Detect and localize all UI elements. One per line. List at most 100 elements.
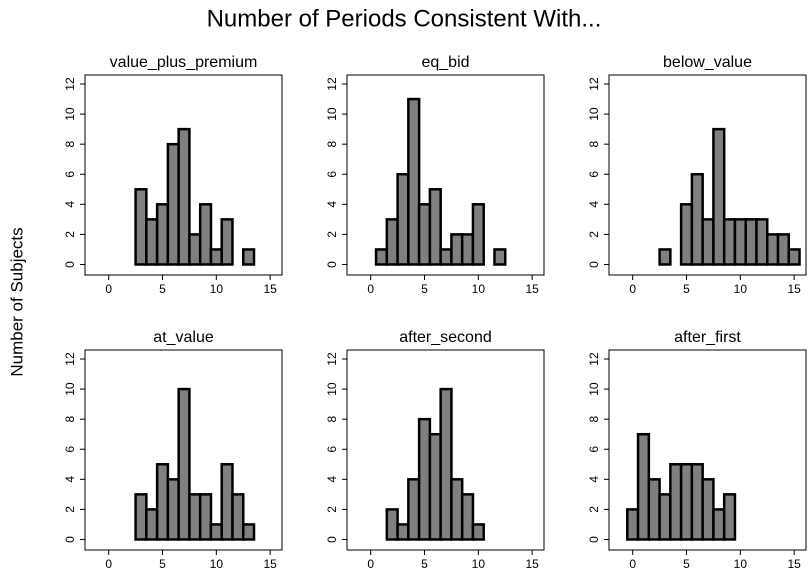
bar: [220, 218, 234, 266]
panel-title: value_plus_premium: [110, 54, 258, 71]
x-tick-label: 5: [159, 557, 166, 571]
panel-title: after_first: [674, 329, 741, 346]
y-tick-label: 12: [63, 352, 77, 366]
bar: [241, 248, 256, 266]
y-tick-label: 4: [325, 476, 339, 483]
bar: [493, 248, 507, 266]
x-tick-label: 0: [105, 557, 112, 571]
bar: [188, 493, 202, 541]
y-tick-label: 6: [325, 446, 339, 453]
y-tick-label: 6: [63, 446, 77, 453]
plot-frame: [608, 74, 807, 276]
bar: [669, 463, 683, 541]
y-tick-label: 8: [325, 416, 339, 423]
y-tick-label: 8: [63, 141, 77, 148]
bar: [188, 233, 202, 266]
x-tick-label: 15: [525, 282, 539, 296]
bar: [722, 493, 737, 541]
x-tick-label: 5: [421, 282, 428, 296]
y-tick-label: 10: [587, 382, 601, 396]
bar: [385, 508, 399, 541]
x-tick-label: 5: [683, 557, 690, 571]
bar: [428, 188, 442, 266]
bar: [690, 172, 704, 266]
y-tick-label: 0: [587, 261, 601, 268]
bar: [450, 478, 464, 541]
bar: [679, 463, 694, 541]
bar: [471, 203, 485, 266]
bar: [396, 523, 410, 541]
x-tick-label: 10: [734, 557, 748, 571]
panel-title: eq_bid: [421, 54, 469, 71]
y-tick-label: 12: [587, 352, 601, 366]
x-tick-label: 15: [787, 557, 801, 571]
bar: [428, 432, 442, 541]
plot-frame: [346, 349, 545, 551]
bar: [701, 218, 715, 266]
y-tick-label: 0: [325, 536, 339, 543]
bar: [712, 508, 726, 541]
bar: [145, 508, 159, 541]
y-tick-label: 2: [587, 506, 601, 513]
x-tick-label: 10: [472, 557, 486, 571]
bar: [460, 493, 475, 541]
panel-title: after_second: [399, 329, 492, 346]
y-tick-label: 10: [325, 382, 339, 396]
x-tick-label: 10: [734, 282, 748, 296]
y-tick-label: 8: [325, 141, 339, 148]
y-tick-label: 4: [587, 201, 601, 208]
bar: [712, 127, 726, 266]
y-tick-label: 12: [63, 77, 77, 91]
x-tick-label: 15: [263, 557, 277, 571]
bar: [155, 203, 170, 266]
y-tick-label: 2: [325, 506, 339, 513]
bar: [690, 463, 704, 541]
panel-title: below_value: [663, 54, 752, 71]
y-tick-label: 0: [325, 261, 339, 268]
bar: [209, 248, 223, 266]
bar: [658, 248, 672, 266]
bar: [198, 493, 213, 541]
bar: [460, 233, 475, 266]
bar: [374, 248, 389, 266]
y-tick-label: 4: [63, 201, 77, 208]
x-tick-label: 0: [105, 282, 112, 296]
bar: [177, 127, 191, 266]
bar: [385, 218, 399, 266]
y-tick-label: 0: [587, 536, 601, 543]
x-tick-label: 0: [629, 557, 636, 571]
bar: [417, 203, 432, 266]
x-tick-label: 5: [421, 557, 428, 571]
y-tick-label: 10: [325, 107, 339, 121]
y-tick-label: 8: [587, 416, 601, 423]
x-tick-label: 10: [472, 282, 486, 296]
bar: [471, 523, 485, 541]
bar: [166, 478, 180, 541]
bar: [658, 493, 672, 541]
plot-frame: [84, 349, 283, 551]
bar: [145, 218, 159, 266]
y-tick-label: 0: [63, 536, 77, 543]
bar: [209, 523, 223, 541]
bar: [733, 218, 747, 266]
y-tick-label: 4: [63, 476, 77, 483]
x-tick-label: 10: [210, 557, 224, 571]
bar: [155, 463, 170, 541]
bar: [241, 523, 256, 541]
x-tick-label: 10: [210, 282, 224, 296]
y-tick-label: 12: [325, 77, 339, 91]
bar: [744, 218, 758, 266]
bar: [417, 417, 432, 541]
bar: [626, 508, 640, 541]
bar: [439, 248, 453, 266]
bar: [787, 248, 801, 266]
y-tick-label: 6: [587, 171, 601, 178]
panel-title: at_value: [153, 329, 214, 346]
y-tick-label: 12: [587, 77, 601, 91]
bar: [166, 142, 180, 266]
bar: [134, 493, 148, 541]
plot-frame: [84, 74, 283, 276]
x-tick-label: 5: [159, 282, 166, 296]
